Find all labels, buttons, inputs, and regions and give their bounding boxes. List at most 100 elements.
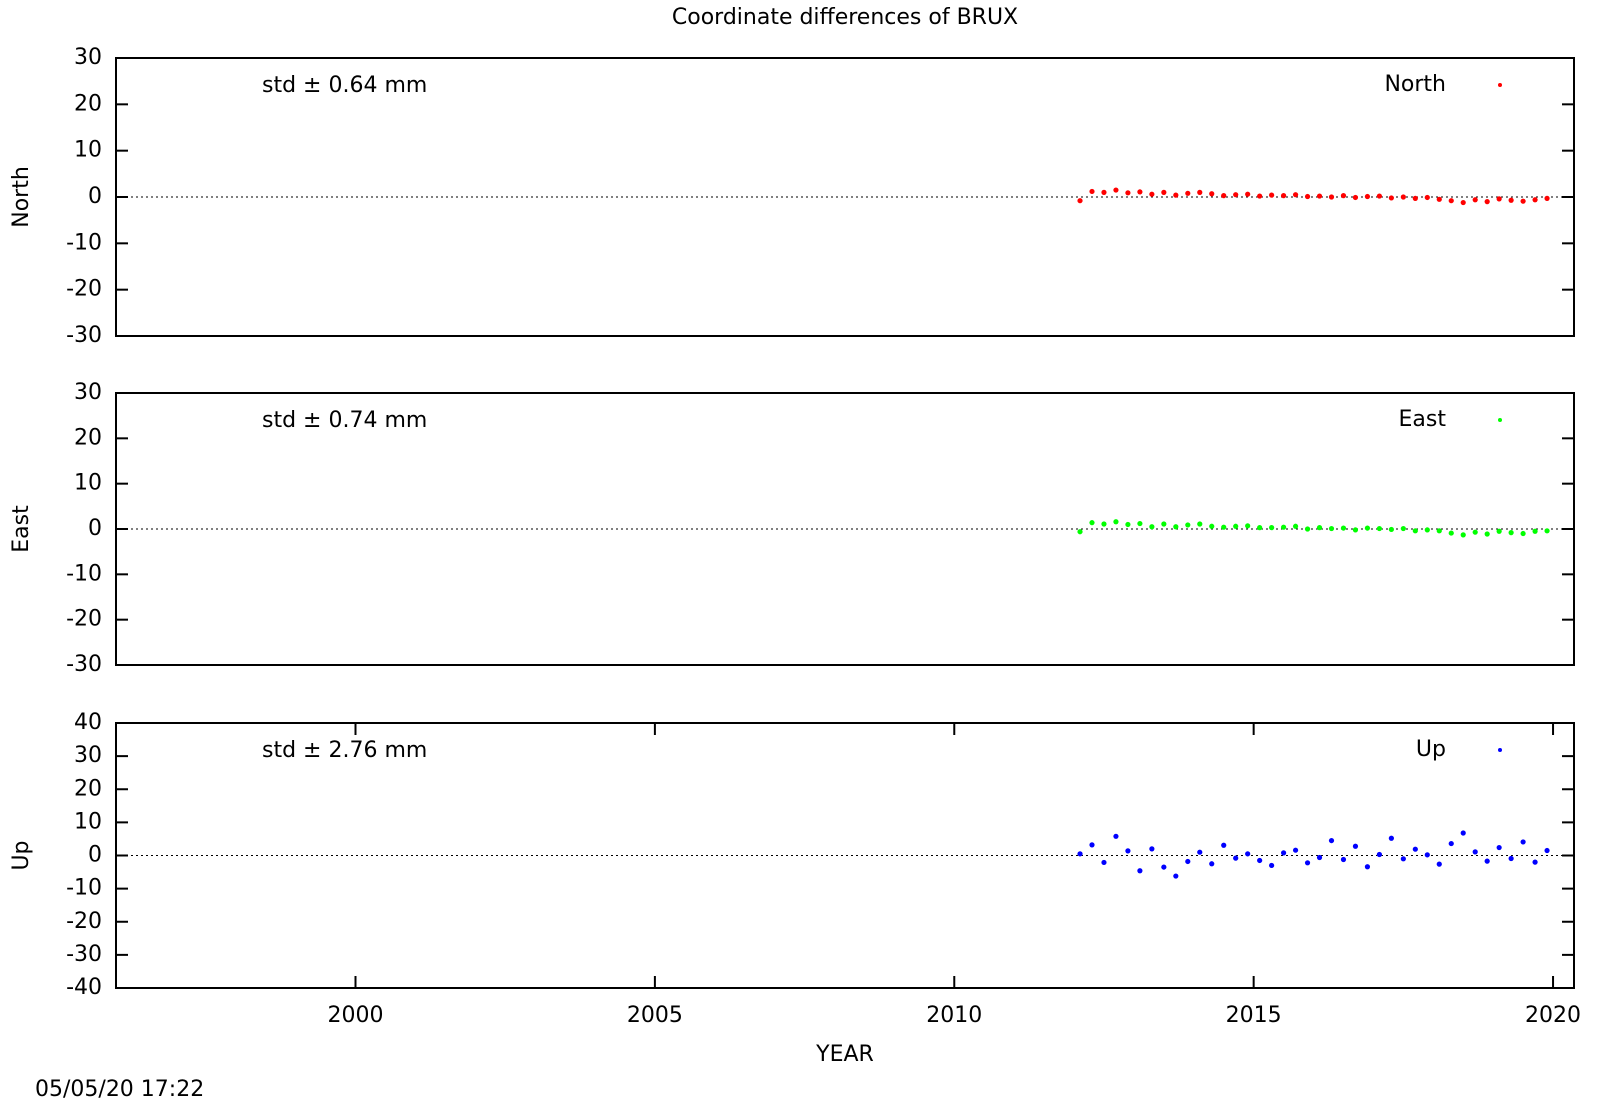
y-tick-label: -30 xyxy=(66,652,102,677)
x-tick-label: 2005 xyxy=(627,1003,683,1028)
y-axis-label: Up xyxy=(9,840,34,870)
data-point xyxy=(1448,530,1454,536)
data-point xyxy=(1352,527,1359,533)
data-point xyxy=(1496,196,1502,202)
data-point xyxy=(1292,523,1299,529)
data-point xyxy=(1328,194,1335,200)
data-point xyxy=(1304,860,1311,866)
legend-label: Up xyxy=(1416,737,1446,762)
data-point xyxy=(1113,833,1119,839)
data-point xyxy=(1161,189,1167,195)
data-point xyxy=(1508,197,1514,203)
data-point xyxy=(1544,528,1550,534)
data-point xyxy=(1460,199,1466,206)
data-point xyxy=(1137,189,1143,195)
data-point xyxy=(1101,189,1107,195)
data-point xyxy=(1316,525,1323,531)
data-point xyxy=(1209,191,1215,197)
data-point xyxy=(1424,527,1430,533)
x-tick-label: 2020 xyxy=(1525,1003,1581,1028)
data-point xyxy=(1209,861,1215,867)
data-point xyxy=(1388,835,1394,841)
y-tick-label: -20 xyxy=(66,909,102,934)
data-point xyxy=(1364,193,1371,200)
data-point xyxy=(1352,194,1359,201)
data-point xyxy=(1089,520,1095,526)
data-point xyxy=(1233,855,1239,861)
data-point xyxy=(1448,840,1454,847)
data-point xyxy=(1257,857,1263,864)
data-point xyxy=(1269,525,1275,531)
legend-label: North xyxy=(1384,72,1446,97)
data-point xyxy=(1364,525,1371,531)
y-tick-label: 10 xyxy=(74,809,102,834)
data-point xyxy=(1125,190,1131,196)
data-point xyxy=(1340,856,1347,863)
data-point xyxy=(1113,187,1119,193)
data-point xyxy=(1185,858,1191,865)
data-point xyxy=(1101,521,1107,527)
data-point xyxy=(1532,859,1538,865)
data-point xyxy=(1400,856,1406,862)
data-point xyxy=(1173,524,1179,530)
data-point xyxy=(1089,188,1095,195)
legend-marker xyxy=(1498,83,1502,87)
legend-marker xyxy=(1498,748,1502,752)
data-point xyxy=(1316,854,1323,861)
data-point xyxy=(1460,532,1466,538)
data-point xyxy=(1292,847,1299,853)
y-tick-label: 0 xyxy=(88,184,102,209)
data-point xyxy=(1233,192,1239,198)
data-point xyxy=(1077,529,1083,535)
annotation: std ± 0.74 mm xyxy=(262,408,427,433)
data-point xyxy=(1532,528,1538,534)
data-point xyxy=(1149,524,1155,530)
data-point xyxy=(1257,193,1263,199)
y-tick-label: 30 xyxy=(74,45,102,70)
data-point xyxy=(1161,864,1167,870)
data-point xyxy=(1149,846,1155,852)
data-point xyxy=(1185,190,1191,196)
data-point xyxy=(1077,198,1083,204)
y-tick-label: -20 xyxy=(66,277,102,302)
y-axis-label: East xyxy=(9,505,34,553)
data-point xyxy=(1316,193,1323,199)
data-point xyxy=(1484,531,1490,537)
data-point xyxy=(1197,849,1203,855)
data-point xyxy=(1496,844,1502,851)
y-tick-label: -30 xyxy=(66,942,102,967)
data-point xyxy=(1544,847,1550,854)
data-point xyxy=(1424,194,1430,201)
data-point xyxy=(1520,839,1526,845)
data-point xyxy=(1221,193,1227,199)
x-tick-label: 2010 xyxy=(926,1003,982,1028)
data-point xyxy=(1280,193,1287,199)
y-tick-label: 10 xyxy=(74,471,102,496)
data-point xyxy=(1280,850,1287,856)
data-point xyxy=(1412,195,1418,201)
y-tick-label: 30 xyxy=(74,743,102,768)
data-point xyxy=(1340,193,1347,199)
data-point xyxy=(1520,198,1526,204)
data-point xyxy=(1376,193,1383,199)
x-axis-label: YEAR xyxy=(815,1042,874,1067)
data-point xyxy=(1197,189,1203,195)
data-point xyxy=(1269,192,1275,198)
y-tick-label: 20 xyxy=(74,776,102,801)
data-point xyxy=(1400,194,1406,200)
data-point xyxy=(1125,848,1131,854)
data-point xyxy=(1137,868,1143,874)
data-point xyxy=(1280,524,1287,530)
legend-marker xyxy=(1498,418,1502,422)
data-point xyxy=(1376,851,1383,858)
data-point xyxy=(1173,873,1179,879)
data-point xyxy=(1460,830,1466,836)
data-point xyxy=(1364,864,1371,870)
data-point xyxy=(1508,530,1514,536)
data-point xyxy=(1436,528,1442,534)
data-point xyxy=(1436,861,1442,867)
data-point xyxy=(1532,197,1538,203)
data-point xyxy=(1137,520,1143,527)
x-tick-label: 2000 xyxy=(328,1003,384,1028)
data-point xyxy=(1269,862,1275,869)
